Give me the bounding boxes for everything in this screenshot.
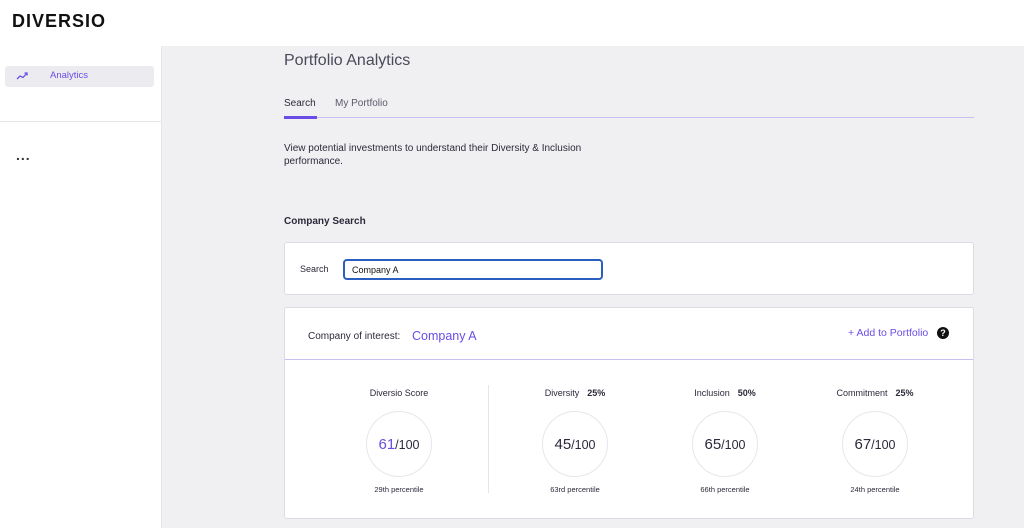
metric-name: Diversity	[544, 388, 580, 398]
score-number: 65	[704, 436, 722, 453]
score-number: 67	[854, 436, 872, 453]
company-result-card: Company of interest: Company A + Add to …	[284, 307, 974, 519]
tab-bar: Search My Portfolio	[284, 97, 974, 119]
score-max: /100	[395, 438, 420, 452]
metric-diversity: Diversity 25% 45/100 63rd percentile	[500, 308, 650, 520]
sidebar-item-analytics[interactable]: Analytics	[5, 66, 154, 87]
score-ring	[366, 411, 432, 477]
search-input[interactable]	[343, 259, 603, 280]
page-description: View potential investments to understand…	[284, 143, 582, 167]
percentile-label: 66th percentile	[700, 485, 750, 494]
score-max: /100	[721, 438, 746, 452]
result-header: Company of interest: Company A + Add to …	[285, 308, 973, 360]
search-label: Search	[300, 264, 329, 274]
metric-inclusion: Inclusion 50% 65/100 66th percentile	[650, 308, 800, 520]
score-number: 45	[554, 436, 572, 453]
tab-search[interactable]: Search	[284, 98, 316, 109]
metric-commitment: Commitment 25% 67/100 24th percentile	[800, 308, 950, 520]
percentile-label: 29th percentile	[374, 485, 424, 494]
metric-title: Diversio Score	[324, 388, 474, 398]
active-tab-indicator	[284, 116, 317, 119]
percentile-label: 24th percentile	[850, 485, 900, 494]
sidebar: Analytics ...	[0, 46, 162, 528]
metric-weight: 50%	[737, 388, 756, 398]
company-of-interest-name: Company A	[412, 329, 477, 343]
score-value: 45/100	[500, 436, 650, 453]
section-title: Company Search	[284, 216, 366, 227]
sidebar-divider	[0, 121, 162, 122]
metric-title: Diversity 25%	[500, 388, 650, 398]
score-ring	[692, 411, 758, 477]
trending-up-icon	[16, 72, 28, 80]
add-to-portfolio-button[interactable]: + Add to Portfolio	[848, 327, 929, 339]
percentile-label: 63rd percentile	[550, 485, 600, 494]
metric-name: Inclusion	[694, 388, 730, 398]
metric-name: Diversio Score	[369, 388, 429, 398]
score-value: 65/100	[650, 436, 800, 453]
score-ring	[542, 411, 608, 477]
score-number: 61	[378, 436, 396, 453]
score-divider	[488, 385, 489, 493]
tab-my-portfolio[interactable]: My Portfolio	[335, 98, 388, 109]
top-bar: DIVERSIO	[0, 0, 1024, 46]
metric-weight: 25%	[587, 388, 606, 398]
help-icon[interactable]: ?	[937, 327, 949, 339]
metric-title: Commitment 25%	[800, 388, 950, 398]
score-value: 61/100	[324, 436, 474, 453]
more-menu-button[interactable]: ...	[16, 147, 31, 163]
logo[interactable]: DIVERSIO	[12, 11, 107, 31]
score-max: /100	[571, 438, 596, 452]
score-ring	[842, 411, 908, 477]
metric-diversio-score: Diversio Score 61/100 29th percentile	[324, 308, 474, 520]
score-value: 67/100	[800, 436, 950, 453]
sidebar-item-label: Analytics	[50, 70, 89, 81]
metric-weight: 25%	[895, 388, 914, 398]
company-of-interest-label: Company of interest:	[308, 331, 401, 342]
metric-title: Inclusion 50%	[650, 388, 800, 398]
search-card: Search	[284, 242, 974, 295]
score-max: /100	[871, 438, 896, 452]
metric-name: Commitment	[836, 388, 888, 398]
page-title: Portfolio Analytics	[284, 52, 411, 69]
